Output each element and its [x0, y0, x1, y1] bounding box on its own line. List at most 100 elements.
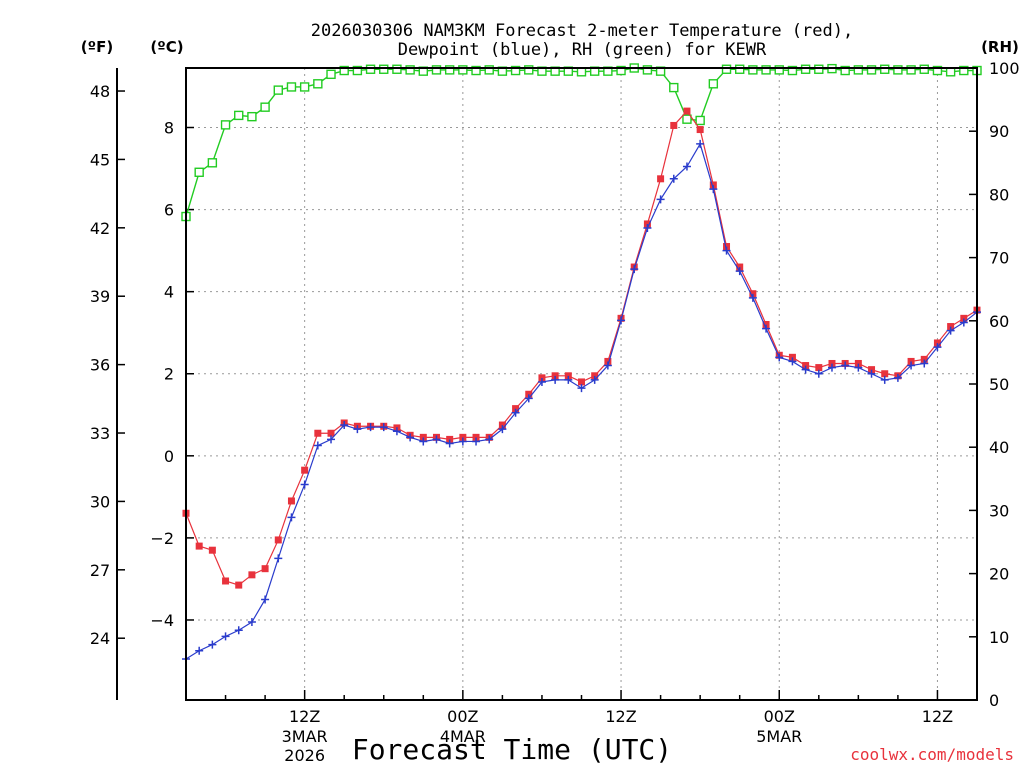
temperature-point [907, 357, 915, 365]
chart-title-line2: Dewpoint (blue), RH (green) for KEWR [398, 40, 767, 60]
temperature-point [419, 433, 427, 441]
temperature-point [248, 571, 256, 579]
rh-point [458, 65, 468, 75]
rh-point [392, 64, 402, 74]
dewpoint-point [379, 423, 388, 432]
fahrenheit-tick-label: 33 [90, 424, 110, 443]
dewpoint-point [933, 343, 942, 352]
rh-point [484, 65, 494, 75]
dewpoint-point [366, 423, 375, 432]
temperature-point [947, 323, 955, 331]
rh-point [234, 110, 244, 121]
dewpoint-point [472, 437, 481, 446]
rh-point [260, 102, 270, 112]
dewpoint-point [827, 363, 836, 372]
date-label: 3MAR [282, 727, 328, 746]
dewpoint-point [406, 433, 415, 442]
temperature-point [683, 107, 691, 115]
dewpoint-point [208, 640, 217, 649]
temperature-point [643, 220, 651, 228]
rh-point [616, 65, 626, 76]
rh-point [431, 65, 442, 75]
year-label: 2026 [284, 746, 325, 765]
rh-point [959, 65, 969, 76]
rh-tick-label: 30 [989, 501, 1009, 520]
dewpoint-point [261, 595, 270, 604]
temperature-point [920, 355, 928, 363]
dewpoint-point [722, 246, 731, 255]
temperature-point [670, 121, 678, 129]
dewpoint-point [537, 377, 546, 386]
rh-point [471, 65, 481, 76]
rh-point [339, 65, 349, 76]
dewpoint-point [511, 408, 520, 417]
rh-point [313, 79, 323, 89]
temperature-point [960, 314, 968, 322]
rh-point [893, 65, 903, 75]
rh-point [524, 65, 534, 75]
dewpoint-point [247, 618, 256, 627]
rh-point [735, 64, 745, 74]
rh-point [273, 85, 283, 95]
temperature-point [472, 433, 480, 441]
date-label: 5MAR [756, 727, 802, 746]
dewpoint-point [788, 357, 797, 366]
rh-point [840, 65, 850, 76]
time-tick-label: 12Z [289, 707, 320, 726]
date-label: 4MAR [440, 727, 486, 746]
dewpoint-point [313, 441, 322, 450]
rh-point [405, 65, 415, 75]
rh-point [932, 65, 943, 76]
dewpoint-point [854, 363, 863, 372]
temperature-point [591, 372, 599, 380]
chart-title-line1: 2026030306 NAM3KM Forecast 2-meter Tempe… [311, 21, 853, 41]
temperature-point [261, 565, 269, 573]
rh-tick-label: 70 [989, 249, 1009, 268]
temperature-point [551, 372, 559, 380]
dewpoint-point [485, 435, 494, 444]
dewpoint-point [577, 384, 586, 393]
temperature-point [512, 405, 520, 413]
fahrenheit-tick-label: 39 [90, 287, 110, 306]
dewpoint-point [735, 267, 744, 276]
dewpoint-point [748, 293, 757, 302]
dewpoint-point [709, 185, 718, 194]
dewpoint-point [353, 425, 362, 434]
rh-point [880, 64, 890, 74]
dewpoint-point [327, 435, 336, 444]
rh-point [906, 65, 916, 75]
rh-tick-label: 0 [989, 691, 999, 710]
temperature-point [736, 263, 744, 271]
time-tick-label: 12Z [605, 707, 636, 726]
temperature-point [538, 374, 546, 382]
dewpoint-point [801, 365, 810, 374]
source-credit: coolwx.com/models [850, 745, 1014, 764]
temperature-point [459, 433, 467, 441]
rh-point [919, 64, 929, 74]
celsius-tick-label: 8 [164, 119, 174, 138]
dewpoint-point [419, 437, 428, 446]
dewpoint-point [893, 373, 902, 382]
time-tick-label: 00Z [447, 707, 478, 726]
rh-point [220, 120, 231, 130]
dewpoint-point [617, 316, 626, 325]
fahrenheit-tick-label: 36 [90, 356, 110, 375]
temperature-point [657, 175, 665, 183]
temperature-point [709, 181, 717, 189]
temperature-point [762, 320, 770, 328]
rh-point [761, 65, 771, 75]
temperature-point [881, 370, 889, 378]
temperature-point [815, 364, 823, 372]
dewpoint-point [867, 369, 876, 378]
temperature-point [696, 126, 704, 134]
temperature-point [802, 362, 810, 370]
rh-point [207, 158, 218, 168]
fahrenheit-tick-label: 24 [90, 629, 110, 648]
dewpoint-point [195, 646, 204, 655]
celsius-tick-label: 4 [164, 283, 174, 302]
dewpoint-point [775, 353, 784, 362]
rh-tick-label: 40 [989, 438, 1009, 457]
plot-frame [185, 67, 978, 701]
